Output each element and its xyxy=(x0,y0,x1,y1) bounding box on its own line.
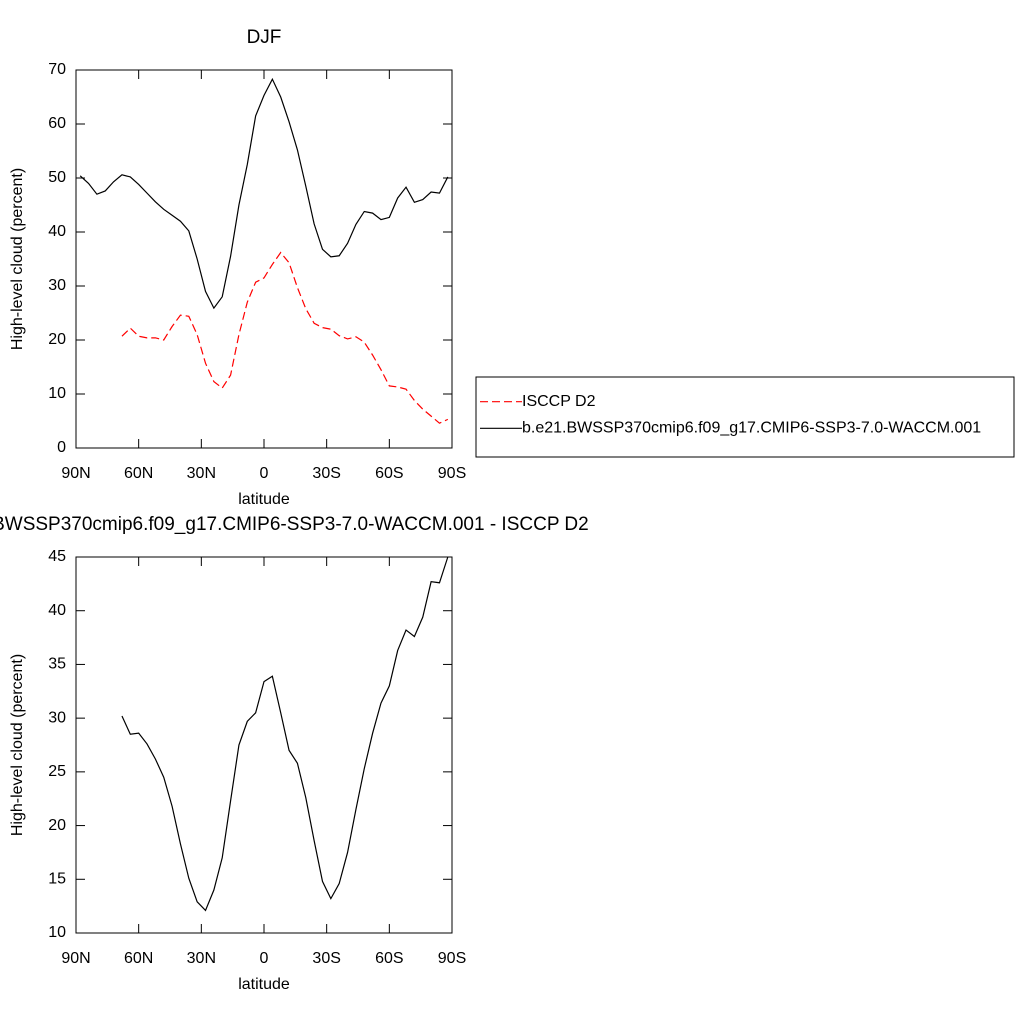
x-tick-label: 30S xyxy=(312,465,340,482)
plot-frame xyxy=(75,556,453,934)
legend-box xyxy=(475,376,1015,458)
x-tick-label: 0 xyxy=(260,465,269,482)
y-tick-label: 25 xyxy=(48,763,66,780)
x-tick-label: 30N xyxy=(187,465,216,482)
y-tick-label: 30 xyxy=(48,277,66,294)
x-tick-label: 90N xyxy=(61,950,90,967)
x-tick-label: 90S xyxy=(438,465,466,482)
data-line xyxy=(121,251,449,424)
x-axis-label: latitude xyxy=(238,491,290,508)
y-tick-label: 20 xyxy=(48,331,66,348)
legend-label: ISCCP D2 xyxy=(522,393,596,410)
y-tick-label: 20 xyxy=(48,817,66,834)
x-tick-label: 60S xyxy=(375,465,403,482)
x-tick-label: 60N xyxy=(124,465,153,482)
y-tick-label: 35 xyxy=(48,656,66,673)
x-tick-label: 60N xyxy=(124,950,153,967)
y-tick-label: 10 xyxy=(48,924,66,941)
data-line xyxy=(121,556,449,912)
x-axis-label: latitude xyxy=(238,976,290,993)
y-tick-label: 60 xyxy=(48,115,66,132)
y-tick-label: 10 xyxy=(48,385,66,402)
y-tick-label: 50 xyxy=(48,169,66,186)
x-tick-label: 30N xyxy=(187,950,216,967)
y-tick-label: 0 xyxy=(57,439,66,456)
y-axis-label: High-level cloud (percent) xyxy=(9,168,26,350)
plot-frame xyxy=(75,69,453,449)
y-axis-label: High-level cloud (percent) xyxy=(9,654,26,836)
x-tick-label: 60S xyxy=(375,950,403,967)
y-tick-label: 45 xyxy=(48,548,66,565)
y-tick-label: 15 xyxy=(48,871,66,888)
x-tick-label: 90N xyxy=(61,465,90,482)
legend-label: b.e21.BWSSP370cmip6.f09_g17.CMIP6-SSP3-7… xyxy=(522,420,981,437)
x-tick-label: 90S xyxy=(438,950,466,967)
x-tick-label: 30S xyxy=(312,950,340,967)
y-tick-label: 40 xyxy=(48,602,66,619)
y-tick-label: 30 xyxy=(48,709,66,726)
chart-title: b.e21.BWSSP370cmip6.f09_g17.CMIP6-SSP3-7… xyxy=(0,514,589,535)
y-tick-label: 40 xyxy=(48,223,66,240)
y-tick-label: 70 xyxy=(48,61,66,78)
chart-title: DJF xyxy=(247,27,282,48)
data-line xyxy=(79,77,449,310)
x-tick-label: 0 xyxy=(260,950,269,967)
